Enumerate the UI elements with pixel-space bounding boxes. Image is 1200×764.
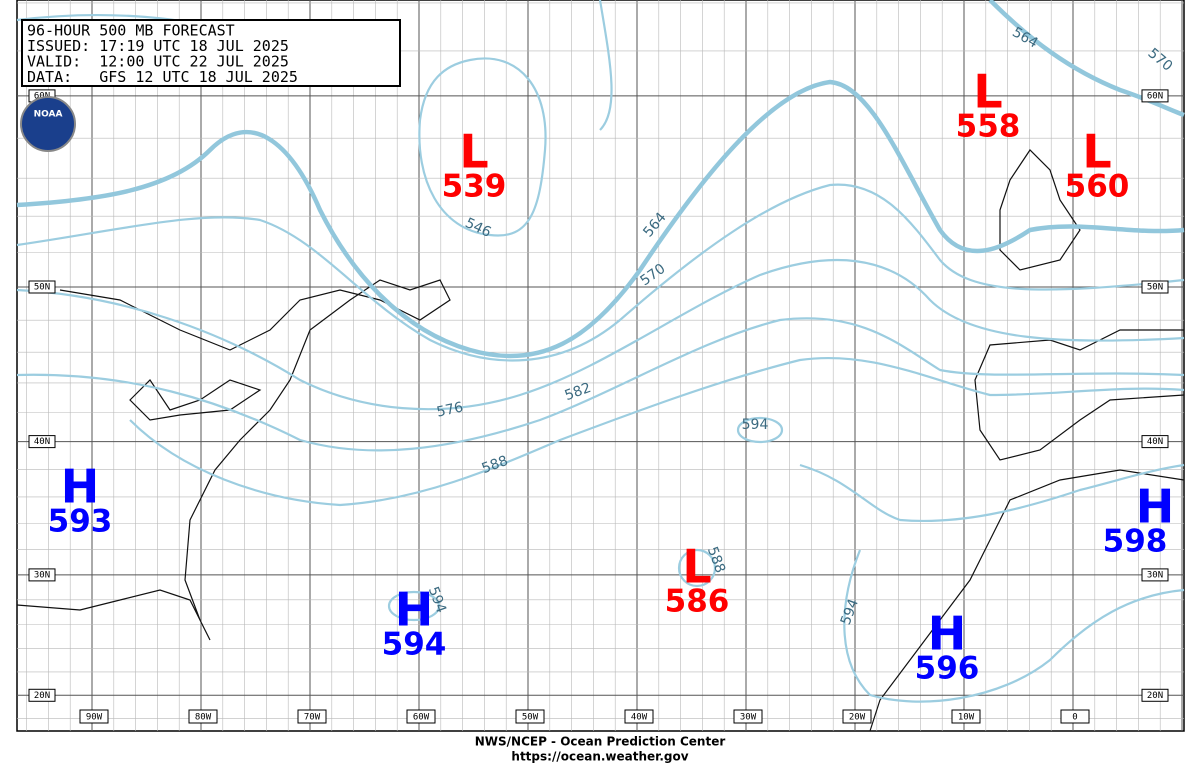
- header-line: DATA: GFS 12 UTC 18 JUL 2025: [27, 68, 298, 86]
- label-box: [28, 280, 56, 294]
- lat-label: 30N: [1147, 570, 1163, 580]
- lon-label: 70W: [304, 713, 321, 723]
- contour-line: [843, 549, 1185, 703]
- label-box: [28, 568, 56, 582]
- center-value: 586: [665, 584, 730, 620]
- lon-label: 0: [1072, 713, 1077, 723]
- lon-label: 30W: [740, 713, 757, 723]
- center-letter: H: [61, 460, 100, 514]
- label-box: [1141, 688, 1169, 702]
- label-box: [406, 709, 436, 724]
- label-box: [188, 709, 218, 724]
- lat-label: 40N: [34, 437, 50, 447]
- coastlines: [16, 149, 1185, 732]
- center-value: 539: [442, 169, 507, 205]
- lon-label: 80W: [195, 713, 212, 723]
- label-box: [1141, 280, 1169, 294]
- header-line: 96-HOUR 500 MB FORECAST: [27, 22, 235, 40]
- contour-line: [129, 356, 1185, 507]
- coastline: [974, 329, 1185, 461]
- lon-label: 90W: [86, 713, 103, 723]
- header-line: ISSUED: 17:19 UTC 18 JUL 2025: [27, 37, 289, 55]
- label-box: [1141, 435, 1169, 449]
- coastline: [16, 279, 451, 641]
- label-box: [79, 709, 109, 724]
- coastline: [999, 149, 1081, 271]
- lat-label: 50N: [34, 283, 50, 293]
- center-letter: H: [395, 583, 434, 637]
- header-line: VALID: 12:00 UTC 22 JUL 2025: [27, 53, 289, 71]
- contour-line: [799, 463, 1185, 523]
- contour-line: [736, 416, 784, 444]
- lat-label: 60N: [34, 91, 50, 101]
- lat-label: 20N: [34, 691, 50, 701]
- contour-line: [16, 183, 1185, 362]
- contour-line: [16, 259, 1185, 411]
- label-box: [1141, 89, 1169, 103]
- map-frame: [16, 0, 1185, 732]
- contour-line: [387, 590, 441, 622]
- contour-line: [677, 548, 717, 588]
- coastline: [869, 469, 1185, 732]
- contour-line: [988, 0, 1185, 118]
- center-letter: L: [459, 125, 488, 179]
- label-box: [951, 709, 981, 724]
- noaa-logo: NOAA: [20, 96, 76, 152]
- logo-text: NOAA: [34, 110, 63, 120]
- footer-line: NWS/NCEP - Ocean Prediction Center: [475, 735, 726, 749]
- lat-label: 40N: [1147, 437, 1163, 447]
- center-value: 560: [1065, 169, 1130, 205]
- label-box: [1141, 568, 1169, 582]
- footer-line: https://ocean.weather.gov: [511, 750, 688, 764]
- center-letter: L: [1082, 125, 1111, 179]
- header-box: [21, 19, 401, 87]
- lat-label: 50N: [1147, 283, 1163, 293]
- contour-line: [16, 79, 1185, 359]
- center-value: 598: [1103, 524, 1168, 560]
- lat-label: 60N: [1147, 91, 1163, 101]
- lon-label: 10W: [958, 713, 975, 723]
- contour-line: [598, 0, 613, 131]
- label-box: [842, 709, 872, 724]
- center-value: 594: [382, 627, 447, 663]
- label-box: [297, 709, 327, 724]
- logo-circle: [20, 96, 76, 152]
- lon-label: 40W: [631, 713, 648, 723]
- coastline: [129, 379, 262, 421]
- contour-line: [16, 317, 1185, 452]
- center-letter: L: [682, 540, 711, 594]
- lon-label: 20W: [849, 713, 866, 723]
- lon-label: 60W: [413, 713, 430, 723]
- center-letter: L: [973, 65, 1002, 119]
- label-box: [515, 709, 545, 724]
- lon-label: 50W: [522, 713, 539, 723]
- label-box: [1060, 709, 1090, 724]
- lat-label: 20N: [1147, 691, 1163, 701]
- contour-label: 594: [742, 417, 769, 433]
- center-value: 593: [48, 504, 113, 540]
- center-value: 596: [915, 651, 980, 687]
- center-letter: H: [1136, 480, 1175, 534]
- label-box: [733, 709, 763, 724]
- contour-line: [418, 57, 547, 237]
- contours: [16, 0, 1185, 703]
- label-box: [624, 709, 654, 724]
- center-value: 558: [956, 109, 1021, 145]
- label-box: [28, 435, 56, 449]
- label-box: [28, 688, 56, 702]
- contour-label: 576: [435, 399, 465, 420]
- lat-label: 30N: [34, 570, 50, 580]
- center-letter: H: [928, 607, 967, 661]
